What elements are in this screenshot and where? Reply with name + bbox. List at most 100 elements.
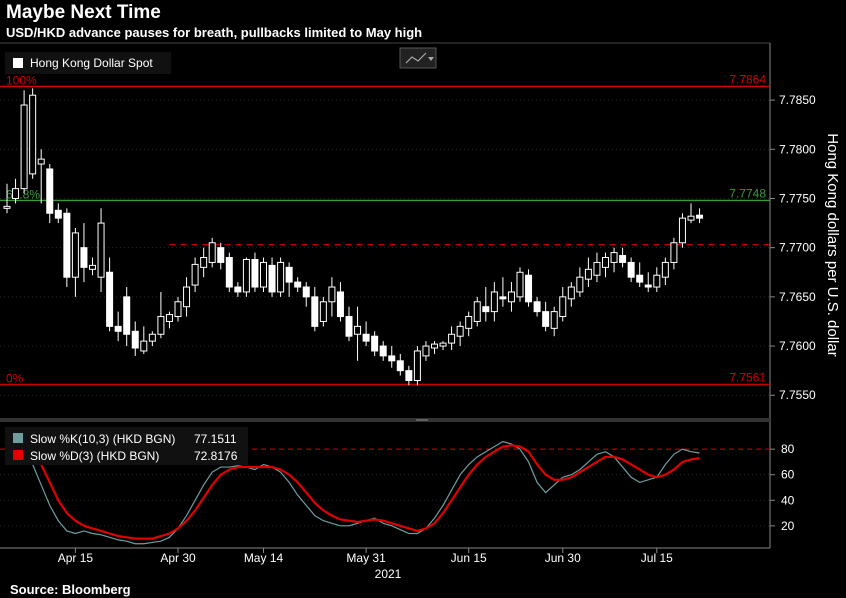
x-tick-label: May 14: [244, 551, 284, 565]
candle-body: [174, 301, 182, 318]
candle-body: [277, 261, 285, 293]
candle-body: [63, 212, 71, 278]
candle-body: [602, 257, 609, 268]
candle-body: [687, 215, 695, 221]
candle-body: [251, 258, 259, 288]
candle-body: [550, 311, 558, 329]
price-tick-label: 7.7800: [779, 142, 816, 156]
candle-body: [97, 222, 105, 278]
level-pct-low: 0%: [6, 371, 24, 385]
chart-subtitle: USD/HKD advance pauses for breath, pullb…: [6, 25, 423, 40]
line-chart-icon: [405, 52, 427, 64]
x-tick-label: Jun 30: [545, 551, 581, 565]
candle-body: [439, 342, 447, 347]
candle-body: [507, 291, 515, 303]
candle-body: [328, 286, 336, 303]
chart-type-dropdown[interactable]: [399, 47, 437, 69]
candle-body: [593, 261, 601, 276]
legend-swatch-d: [13, 450, 23, 460]
x-tick-label: Jun 15: [451, 551, 487, 565]
candle-body: [89, 264, 96, 270]
candle-body: [319, 301, 327, 322]
candle-body: [636, 274, 644, 283]
candle-body: [627, 261, 635, 278]
stoch-legend-box: [5, 427, 248, 465]
candle-body: [46, 168, 54, 214]
legend-swatch-spot: [13, 58, 23, 68]
candle-body: [12, 188, 20, 199]
candle-body: [448, 333, 456, 344]
candle-body: [191, 263, 199, 286]
legend-label-k: Slow %K(10,3) (HKD BGN): [30, 432, 175, 446]
candle-body: [217, 247, 225, 263]
candle-body: [482, 306, 490, 313]
candle-body: [20, 104, 28, 190]
candle-body: [354, 325, 362, 335]
candle-body: [516, 271, 524, 298]
candle-body: [576, 276, 584, 293]
candle-body: [71, 232, 79, 278]
candle-body: [644, 284, 652, 288]
candle-body: [413, 350, 421, 381]
stoch-lines: [6, 440, 700, 545]
y-axis-label: Hong Kong dollars per U.S. dollar: [824, 133, 841, 356]
level-value-low: 7.7561: [729, 370, 766, 384]
price-tick-label: 7.7550: [779, 388, 816, 402]
candle-body: [114, 325, 122, 332]
x-tick-label: Apr 30: [160, 551, 196, 565]
stoch-tick-label: 60: [781, 468, 795, 482]
stoch-tick-label: 40: [781, 493, 795, 507]
candle-body: [661, 261, 669, 278]
price-tick-label: 7.7750: [779, 191, 816, 205]
candle-body: [559, 296, 567, 318]
price-tick-label: 7.7850: [779, 93, 816, 107]
legend-swatch-k: [13, 433, 23, 443]
x-tick-label: Apr 15: [58, 551, 94, 565]
candles-group: [3, 88, 704, 386]
candle-body: [465, 316, 473, 329]
candle-body: [490, 291, 498, 313]
candle-body: [225, 257, 233, 288]
candle-body: [106, 271, 114, 327]
x-tick-label: May 31: [346, 551, 386, 565]
candle-body: [242, 258, 250, 293]
candle-body: [345, 316, 353, 337]
candle-body: [371, 335, 379, 352]
x-year-label: 2021: [375, 567, 402, 581]
stoch-tick-label: 20: [781, 519, 795, 533]
candle-body: [29, 94, 37, 175]
candle-body: [148, 333, 156, 342]
series-slow-k-line: [6, 440, 700, 545]
candle-body: [542, 311, 550, 327]
price-tick-label: 7.7650: [779, 290, 816, 304]
candle-body: [285, 266, 293, 283]
candle-body: [3, 205, 11, 209]
candle-body: [200, 257, 208, 268]
panel-divider[interactable]: [0, 418, 770, 422]
candle-body: [37, 158, 45, 165]
legend-value-k: 77.1511: [194, 432, 237, 446]
candle-body: [260, 261, 267, 288]
candle-body: [499, 296, 507, 300]
candle-body: [525, 274, 533, 303]
legend-label-d: Slow %D(3) (HKD BGN): [30, 449, 159, 463]
legend-box: [5, 52, 171, 74]
candle-body: [678, 217, 686, 244]
candle-body: [80, 247, 88, 268]
legend-value-d: 72.8176: [194, 449, 238, 463]
price-y-ticks: 7.7550 7.7600 7.7650 7.7700 7.7750 7.7800 7.78…: [770, 93, 816, 402]
series-slow-d-line: [6, 444, 700, 540]
candle-body: [54, 209, 62, 219]
candle-body: [336, 291, 344, 318]
candle-body: [234, 286, 242, 293]
candle-body: [653, 274, 661, 288]
level-value-high: 7.7864: [729, 72, 766, 86]
candle-body: [696, 214, 704, 219]
candle-body: [302, 286, 310, 298]
chart-title: Maybe Next Time: [6, 2, 161, 23]
level-pct-high: 100%: [6, 73, 37, 87]
candle-body: [388, 355, 396, 362]
candle-body: [567, 286, 575, 300]
source-note: Source: Bloomberg: [10, 582, 131, 597]
level-pct-retracement: 61.8%: [6, 187, 40, 201]
